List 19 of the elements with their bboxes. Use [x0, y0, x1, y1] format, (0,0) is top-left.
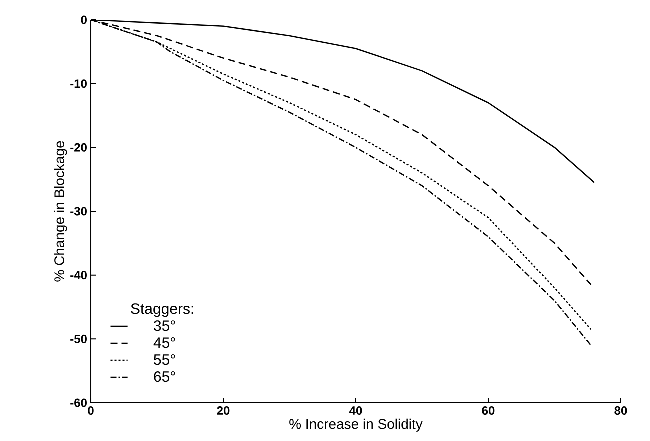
legend-label: 55°	[154, 354, 176, 366]
y-tick-label: -50	[70, 334, 87, 344]
x-tick-label: 40	[350, 406, 362, 416]
legend-label: 65°	[154, 371, 176, 382]
y-tick-label: -30	[70, 207, 87, 216]
y-tick-label: -20	[70, 143, 87, 152]
x-tick-label: 0	[88, 406, 94, 416]
y-axis-title: % Change in Blockage	[54, 141, 68, 282]
x-tick-label: 20	[217, 406, 230, 416]
x-tick-label: 80	[614, 406, 628, 416]
legend-label: 45°	[154, 338, 176, 348]
y-tick-label: -40	[70, 271, 87, 280]
legend-label: 35°	[154, 320, 176, 332]
y-tick-label: -10	[70, 80, 87, 88]
x-axis-title: % Increase in Solidity	[290, 418, 423, 432]
y-tick-label: -60	[70, 398, 87, 408]
y-tick-label: 0	[81, 16, 87, 24]
x-tick-label: 60	[482, 406, 495, 416]
legend-title: Staggers:	[131, 304, 194, 318]
